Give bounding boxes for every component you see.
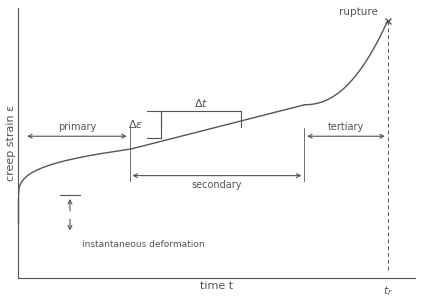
X-axis label: time t: time t: [200, 281, 234, 291]
Text: $t_r$: $t_r$: [383, 285, 393, 298]
Text: rupture: rupture: [339, 7, 378, 17]
Y-axis label: creep strain ε: creep strain ε: [5, 105, 16, 181]
Text: $\Delta t$: $\Delta t$: [194, 97, 208, 109]
Text: primary: primary: [58, 122, 96, 132]
Text: secondary: secondary: [192, 180, 242, 190]
Text: $\Delta\varepsilon$: $\Delta\varepsilon$: [128, 118, 144, 130]
Text: instantaneous deformation: instantaneous deformation: [82, 240, 205, 249]
Text: tertiary: tertiary: [328, 122, 364, 132]
